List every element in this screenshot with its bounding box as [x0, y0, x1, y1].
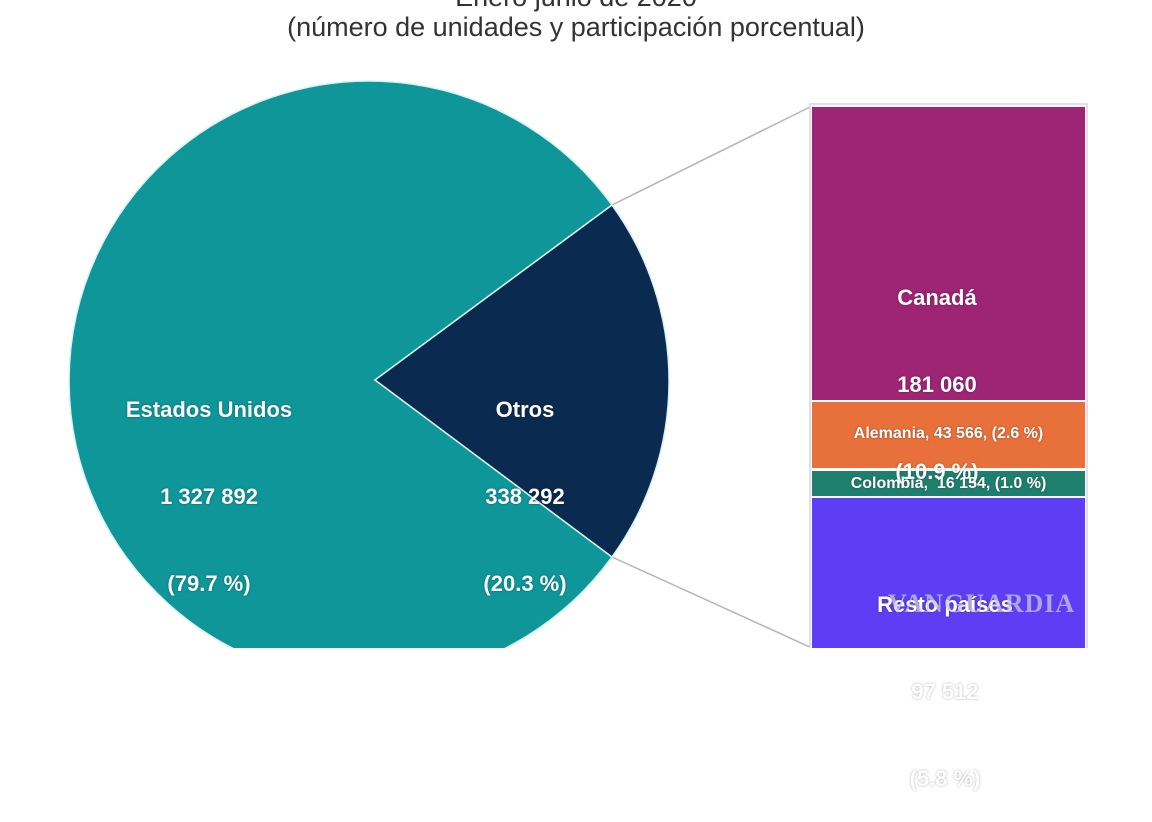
label-canada-pct: (10.9 %): [895, 459, 979, 484]
label-resto-paises: Resto países 97 512 (5.8 %): [845, 532, 1045, 822]
connector-line-bottom: [611, 556, 813, 648]
label-canada-name: Canadá: [897, 285, 977, 310]
bar-segment-alemania[interactable]: [812, 402, 1085, 468]
chart-title: Enero junio de 2020: [0, 0, 1152, 12]
connector-line-top: [611, 105, 813, 206]
chart-subtitle: (número de unidades y participación porc…: [287, 12, 865, 42]
label-canada-value: 181 060: [897, 372, 977, 397]
label-otros-value: 338 292: [485, 484, 565, 509]
label-resto-paises-name: Resto países: [877, 592, 1013, 617]
watermark-text: VANGUARDIA: [888, 589, 1076, 618]
bar-segment-resto-paises[interactable]: [812, 498, 1085, 648]
label-estados-unidos-name: Estados Unidos: [125, 397, 293, 422]
label-estados-unidos-pct: (79.7 %): [167, 571, 251, 596]
label-otros: Otros 338 292 (20.3 %): [455, 337, 595, 627]
label-estados-unidos-value: 1 327 892: [160, 484, 258, 509]
bar-segment-colombia[interactable]: [812, 471, 1085, 496]
pie-slice-otros[interactable]: [373, 203, 670, 559]
pie-slice-estados-unidos[interactable]: [68, 80, 614, 648]
label-colombia: Colombia, 16 154, (1.0 %): [850, 475, 1047, 492]
label-estados-unidos: Estados Unidos 1 327 892 (79.7 %): [98, 337, 320, 627]
bar-segment-canada[interactable]: [812, 107, 1085, 400]
label-resto-paises-value: 97 512: [911, 679, 979, 704]
label-resto-paises-pct: (5.8 %): [909, 766, 981, 791]
label-otros-pct: (20.3 %): [483, 571, 567, 596]
label-otros-name: Otros: [495, 397, 555, 422]
label-canada: Canadá 181 060 (10.9 %): [862, 225, 1012, 515]
pie-of-bar-chart: [68, 80, 1088, 648]
label-alemania: Alemania, 43 566, (2.6 %): [853, 425, 1044, 442]
